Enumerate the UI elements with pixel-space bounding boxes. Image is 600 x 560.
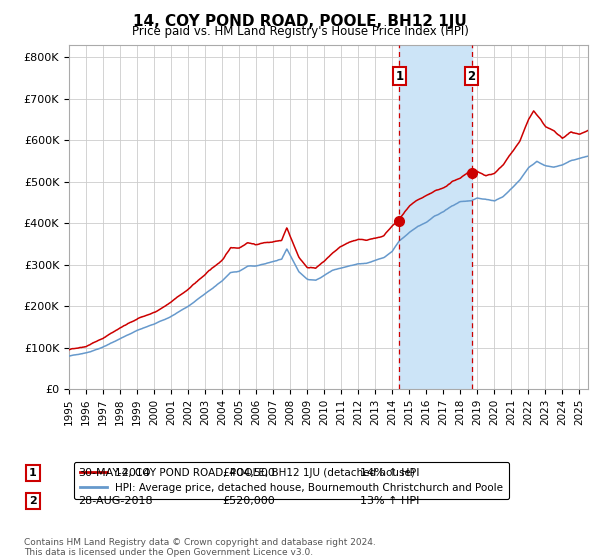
Text: 2: 2 bbox=[29, 496, 37, 506]
Bar bbox=[399, 45, 472, 389]
Text: 28-AUG-2018: 28-AUG-2018 bbox=[78, 496, 152, 506]
Text: £404,500: £404,500 bbox=[222, 468, 275, 478]
Legend: 14, COY POND ROAD, POOLE, BH12 1JU (detached house), HPI: Average price, detache: 14, COY POND ROAD, POOLE, BH12 1JU (deta… bbox=[74, 461, 509, 500]
Text: Price paid vs. HM Land Registry's House Price Index (HPI): Price paid vs. HM Land Registry's House … bbox=[131, 25, 469, 38]
Text: 14% ↑ HPI: 14% ↑ HPI bbox=[360, 468, 419, 478]
Text: 1: 1 bbox=[395, 69, 403, 83]
Text: 30-MAY-2014: 30-MAY-2014 bbox=[78, 468, 150, 478]
Text: 14, COY POND ROAD, POOLE, BH12 1JU: 14, COY POND ROAD, POOLE, BH12 1JU bbox=[133, 14, 467, 29]
Text: Contains HM Land Registry data © Crown copyright and database right 2024.
This d: Contains HM Land Registry data © Crown c… bbox=[24, 538, 376, 557]
Text: 1: 1 bbox=[29, 468, 37, 478]
Text: 2: 2 bbox=[467, 69, 476, 83]
Text: £520,000: £520,000 bbox=[222, 496, 275, 506]
Text: 13% ↑ HPI: 13% ↑ HPI bbox=[360, 496, 419, 506]
